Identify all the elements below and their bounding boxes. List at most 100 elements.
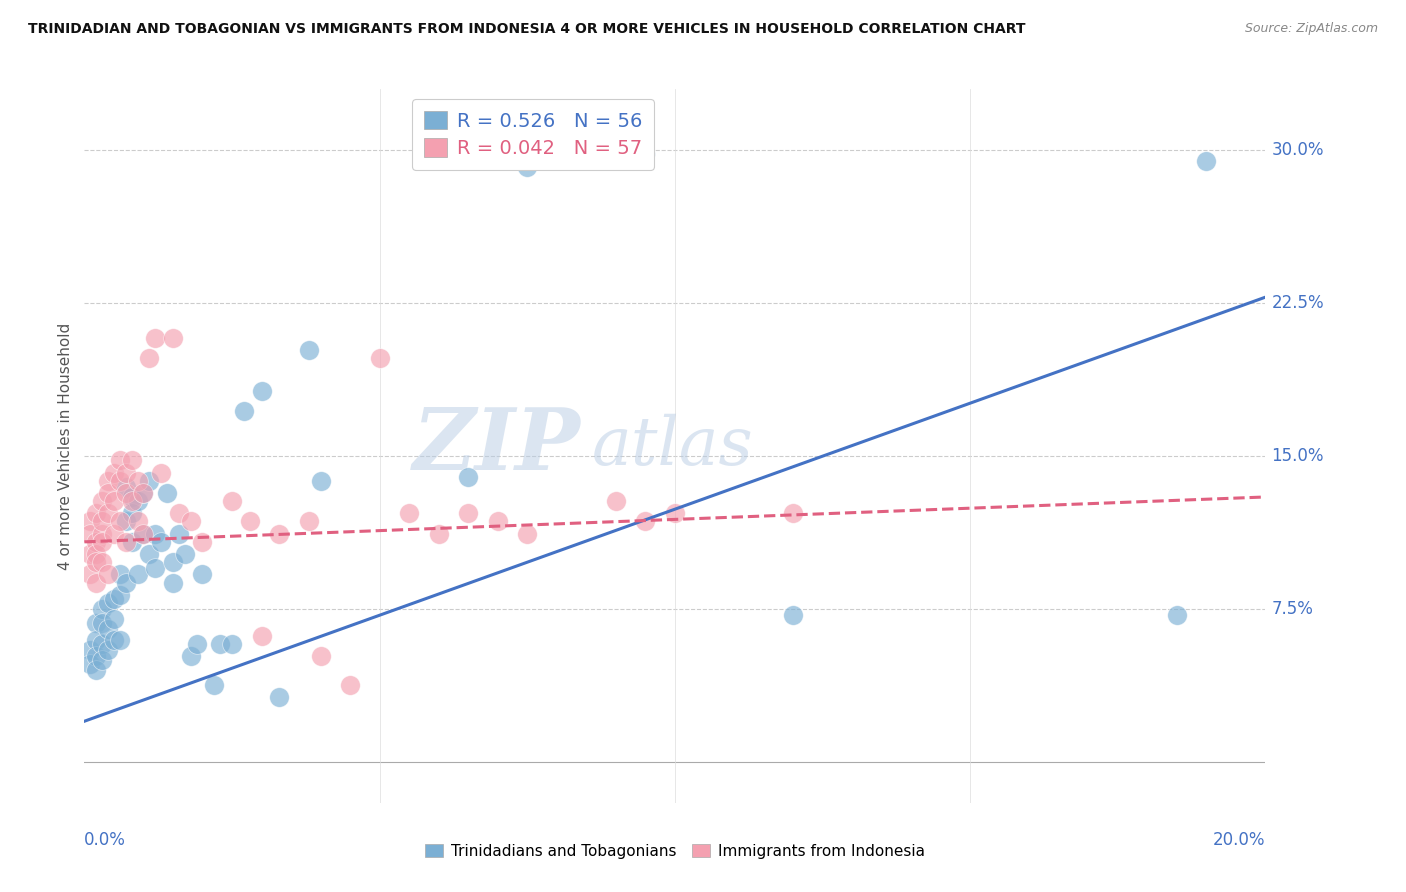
- Point: [162, 555, 184, 569]
- Point: [180, 515, 202, 529]
- Point: [191, 534, 214, 549]
- Point: [132, 526, 155, 541]
- Point: [91, 526, 114, 541]
- Point: [339, 677, 361, 691]
- Point: [97, 596, 120, 610]
- Point: [79, 526, 101, 541]
- Point: [84, 547, 107, 561]
- Point: [132, 486, 155, 500]
- Text: 7.5%: 7.5%: [1271, 600, 1313, 618]
- Point: [84, 555, 107, 569]
- Y-axis label: 4 or more Vehicles in Household: 4 or more Vehicles in Household: [58, 322, 73, 570]
- Point: [103, 591, 125, 606]
- Point: [84, 575, 107, 590]
- Point: [156, 486, 179, 500]
- Point: [457, 506, 479, 520]
- Point: [138, 474, 160, 488]
- Point: [132, 486, 155, 500]
- Point: [114, 466, 136, 480]
- Point: [309, 648, 332, 663]
- Point: [91, 515, 114, 529]
- Point: [162, 575, 184, 590]
- Text: ZIP: ZIP: [412, 404, 581, 488]
- Point: [91, 616, 114, 631]
- Point: [103, 466, 125, 480]
- Point: [121, 534, 143, 549]
- Point: [605, 494, 627, 508]
- Text: TRINIDADIAN AND TOBAGONIAN VS IMMIGRANTS FROM INDONESIA 4 OR MORE VEHICLES IN HO: TRINIDADIAN AND TOBAGONIAN VS IMMIGRANTS…: [28, 22, 1025, 37]
- Point: [250, 384, 273, 398]
- Point: [91, 602, 114, 616]
- Point: [150, 534, 173, 549]
- Point: [114, 515, 136, 529]
- Point: [239, 515, 262, 529]
- Point: [91, 494, 114, 508]
- Point: [138, 547, 160, 561]
- Point: [664, 506, 686, 520]
- Point: [114, 486, 136, 500]
- Point: [309, 474, 332, 488]
- Point: [250, 629, 273, 643]
- Point: [209, 637, 232, 651]
- Point: [108, 567, 131, 582]
- Point: [108, 453, 131, 467]
- Point: [121, 490, 143, 504]
- Point: [91, 555, 114, 569]
- Point: [298, 343, 321, 358]
- Point: [114, 534, 136, 549]
- Point: [368, 351, 391, 366]
- Point: [1166, 608, 1188, 623]
- Point: [167, 506, 190, 520]
- Point: [191, 567, 214, 582]
- Point: [97, 567, 120, 582]
- Point: [150, 466, 173, 480]
- Point: [97, 643, 120, 657]
- Point: [103, 526, 125, 541]
- Point: [516, 526, 538, 541]
- Point: [79, 643, 101, 657]
- Point: [127, 567, 149, 582]
- Point: [202, 677, 225, 691]
- Point: [269, 526, 291, 541]
- Point: [121, 506, 143, 520]
- Point: [516, 160, 538, 174]
- Point: [103, 612, 125, 626]
- Text: 15.0%: 15.0%: [1271, 447, 1324, 466]
- Point: [79, 567, 101, 582]
- Point: [121, 494, 143, 508]
- Point: [132, 526, 155, 541]
- Text: 30.0%: 30.0%: [1271, 141, 1324, 160]
- Point: [97, 506, 120, 520]
- Point: [298, 515, 321, 529]
- Point: [143, 331, 166, 345]
- Point: [84, 663, 107, 677]
- Point: [269, 690, 291, 704]
- Point: [486, 515, 509, 529]
- Point: [108, 474, 131, 488]
- Point: [114, 480, 136, 494]
- Point: [232, 404, 254, 418]
- Point: [634, 515, 657, 529]
- Text: 20.0%: 20.0%: [1213, 831, 1265, 849]
- Text: 22.5%: 22.5%: [1271, 294, 1324, 312]
- Point: [97, 623, 120, 637]
- Point: [121, 453, 143, 467]
- Point: [84, 648, 107, 663]
- Point: [127, 494, 149, 508]
- Point: [91, 653, 114, 667]
- Point: [127, 515, 149, 529]
- Point: [84, 632, 107, 647]
- Point: [143, 561, 166, 575]
- Point: [91, 534, 114, 549]
- Point: [79, 657, 101, 672]
- Text: atlas: atlas: [592, 413, 754, 479]
- Point: [634, 147, 657, 161]
- Point: [162, 331, 184, 345]
- Point: [79, 515, 101, 529]
- Point: [782, 608, 804, 623]
- Point: [143, 526, 166, 541]
- Text: 0.0%: 0.0%: [84, 831, 127, 849]
- Point: [138, 351, 160, 366]
- Point: [103, 494, 125, 508]
- Point: [173, 547, 195, 561]
